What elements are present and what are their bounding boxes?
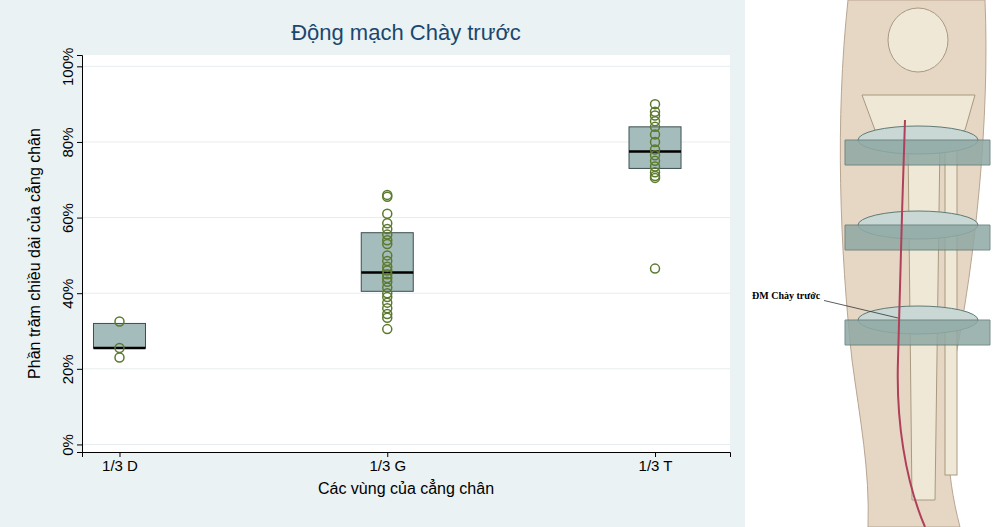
point [383,209,392,218]
y-tick-label: 80% [59,127,76,157]
y-tick-label: 20% [59,354,76,384]
y-tick-mark [77,444,82,445]
label-patch [750,287,824,302]
x-tick: 1/3 G [369,452,406,474]
y-tick-mark [77,218,82,219]
section-band [845,225,990,250]
leader-line [822,300,898,318]
title: Động mạch Chày trước [291,20,521,45]
point [115,317,124,326]
y-tick-label: 40% [59,279,76,309]
y-tick: 100% [59,48,82,86]
x-tick: 1/3 D [102,452,138,474]
y-tick-label: 100% [59,48,76,86]
y-tick-mark [77,369,82,370]
y-tick-mark [77,142,82,143]
point [383,325,392,334]
x-axis-title: Các vùng của cẳng chân [318,479,494,497]
section-band [845,320,990,345]
y-tick: 80% [59,127,82,157]
illustration-label: ĐM Chày trước [752,290,821,301]
median-line [93,347,145,350]
box [361,233,413,292]
canvas: 0% 20% 40% 60% 80% 100% 1/3 D 1/3 G 1/3 T Động mạ… [0,0,1001,527]
y-tick: 40% [59,279,82,309]
point [651,173,660,182]
y-tick-mark [77,66,82,67]
x-axis-line [83,453,731,458]
x-axis: 1/3 D 1/3 G 1/3 T [83,452,731,474]
x-tick: 1/3 T [639,452,673,474]
point [115,353,124,362]
grid-line [82,293,730,294]
fibula [945,135,957,475]
y-axis: 0% 20% 40% 60% 80% 100% [59,48,83,456]
box [93,323,145,348]
patella [888,8,948,72]
point [383,192,392,201]
x-tick-label: 1/3 D [102,457,138,474]
section-band [845,140,990,165]
grid-line [82,368,730,369]
point [383,313,392,322]
y-tick-label: 60% [59,203,76,233]
y-tick: 20% [59,354,82,384]
x-tick-label: 1/3 G [369,457,406,474]
grid-line [82,444,730,445]
y-axis-line [77,56,83,453]
artery [898,120,925,527]
illustration: ĐM Chày trước [750,0,990,527]
y-tick-mark [77,293,82,294]
leg-outline [840,0,986,527]
point [383,240,392,249]
grid-line [82,66,730,67]
y-tick: 60% [59,203,82,233]
grid-line [82,217,730,218]
point [651,264,660,273]
graph-region [0,0,745,527]
grid [82,66,730,444]
point [115,344,124,353]
x-tick-label: 1/3 T [639,457,673,474]
plot-region [82,55,730,452]
marks [93,100,681,362]
y-tick: 0% [59,434,82,456]
y-axis-title: Phần trăm chiều dài của cẳng chân [25,128,43,379]
y-tick-label: 0% [59,434,76,456]
